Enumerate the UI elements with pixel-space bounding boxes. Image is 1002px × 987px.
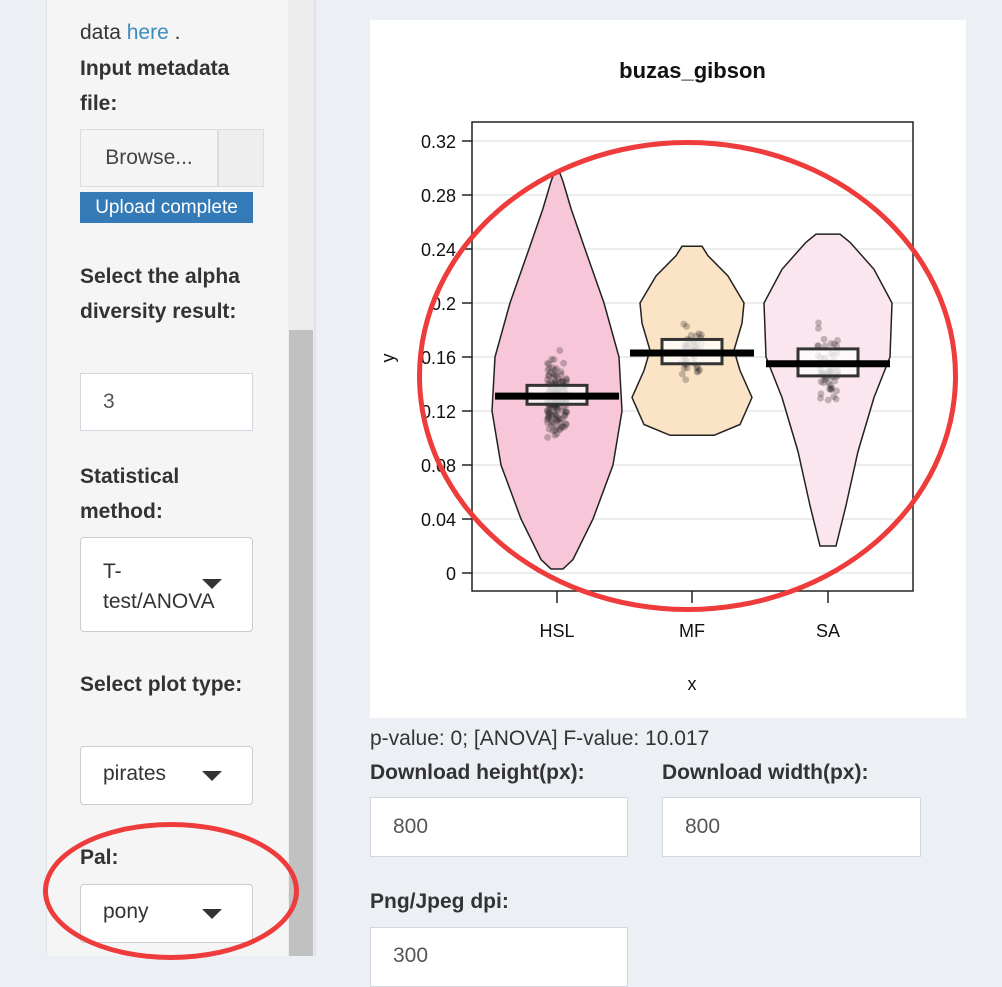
data-suffix: .	[174, 21, 181, 44]
plot-type-label: Select plot type:	[80, 673, 243, 696]
y-axis-title: y	[378, 354, 398, 363]
download-height-label: Download height(px):	[370, 761, 585, 784]
metadata-label: Input metadata file:	[80, 57, 230, 115]
left-margin	[0, 0, 46, 956]
statistical-method-value: T-test/ANOVA	[103, 560, 215, 613]
dpi-label: Png/Jpeg dpi:	[370, 890, 509, 913]
file-name-field[interactable]	[218, 129, 264, 187]
y-tick-label: 0.32	[421, 132, 456, 152]
x-axis-title: x	[688, 674, 697, 694]
upload-status-badge: Upload complete	[80, 192, 253, 223]
plot-type-value: pirates	[103, 762, 167, 785]
panel-divider	[314, 0, 316, 956]
download-height-input[interactable]: 800	[370, 797, 628, 857]
data-prefix: data	[80, 21, 121, 44]
data-here-link[interactable]: here	[126, 21, 169, 44]
plot-highlight-circle	[417, 140, 958, 612]
y-tick-label: 0	[446, 564, 456, 584]
y-tick-label: 0.28	[421, 186, 456, 206]
x-tick-label: SA	[816, 621, 840, 641]
chart-title: buzas_gibson	[619, 58, 766, 83]
download-width-label: Download width(px):	[662, 761, 869, 784]
pal-highlight-circle	[43, 822, 299, 960]
chevron-down-icon	[202, 771, 222, 781]
stats-result-text: p-value: 0; [ANOVA] F-value: 10.017	[370, 727, 710, 750]
sidebar-scrollbar-thumb[interactable]	[289, 330, 313, 956]
x-tick-label: MF	[679, 621, 705, 641]
alpha-diversity-label: Select the alpha diversity result:	[80, 265, 240, 323]
x-tick-label: HSL	[539, 621, 574, 641]
dpi-input[interactable]: 300	[370, 927, 628, 987]
y-tick-label: 0.04	[421, 510, 456, 530]
download-width-input[interactable]: 800	[662, 797, 921, 857]
chevron-down-icon	[202, 579, 222, 589]
alpha-diversity-input[interactable]: 3	[80, 373, 253, 431]
browse-button[interactable]: Browse...	[80, 129, 218, 187]
y-tick-label: 0.24	[421, 240, 456, 260]
statistical-method-select[interactable]: T-test/ANOVA	[80, 537, 253, 632]
statistical-method-label: Statistical method:	[80, 465, 180, 523]
data-link-text: data here .	[80, 15, 180, 50]
plot-type-select[interactable]: pirates	[80, 746, 253, 805]
